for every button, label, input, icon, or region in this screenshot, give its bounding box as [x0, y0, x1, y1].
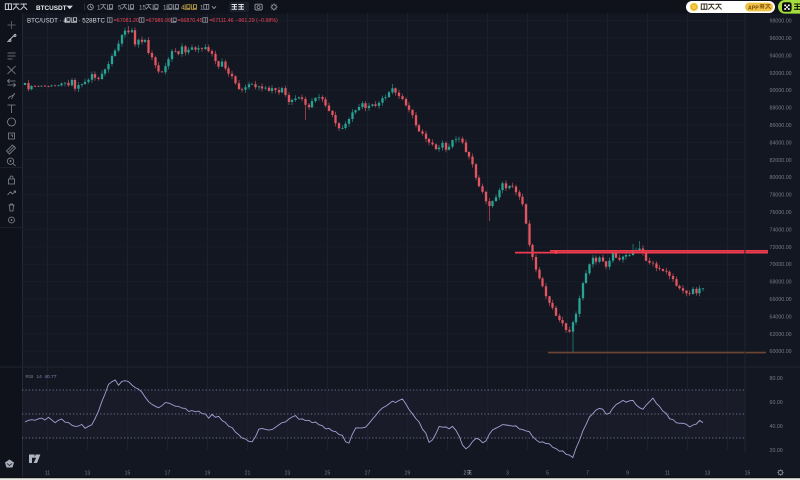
- svg-text:BTC/USDT · 4: BTC/USDT · 4: [27, 17, 67, 24]
- svg-text:23: 23: [285, 470, 291, 476]
- svg-text:RSI: RSI: [26, 374, 34, 380]
- svg-text:APP: APP: [748, 5, 759, 11]
- svg-text:74000.00: 74000.00: [770, 227, 792, 233]
- svg-text:BTCUSDT: BTCUSDT: [36, 5, 67, 12]
- svg-text:29: 29: [405, 470, 411, 476]
- svg-text:11: 11: [665, 470, 670, 476]
- svg-text:25: 25: [325, 470, 331, 476]
- svg-text:40.77: 40.77: [45, 374, 57, 380]
- svg-text:· 528BTC: · 528BTC: [79, 17, 106, 24]
- svg-text:15: 15: [745, 470, 751, 476]
- svg-text:70000.00: 70000.00: [770, 262, 792, 268]
- svg-text:72000.00: 72000.00: [770, 245, 792, 251]
- svg-text:40.00: 40.00: [770, 424, 783, 430]
- svg-text:80000.00: 80000.00: [770, 175, 792, 181]
- svg-text:5: 5: [118, 5, 122, 12]
- svg-text:78000.00: 78000.00: [770, 193, 792, 199]
- svg-text:15: 15: [125, 470, 131, 476]
- svg-text:9: 9: [626, 470, 629, 476]
- svg-text:80.00: 80.00: [770, 376, 783, 382]
- svg-text:27: 27: [365, 470, 371, 476]
- svg-text:=67111.46: =67111.46: [209, 18, 233, 24]
- svg-text:92000.00: 92000.00: [770, 71, 792, 77]
- svg-text:14: 14: [37, 374, 43, 380]
- svg-text:5: 5: [546, 470, 549, 476]
- svg-text:=67985.99: =67985.99: [146, 18, 171, 24]
- svg-text:62000.00: 62000.00: [770, 332, 792, 338]
- svg-text:19: 19: [205, 470, 211, 476]
- svg-text:4: 4: [181, 5, 185, 12]
- svg-text:68000.00: 68000.00: [770, 280, 792, 286]
- svg-text:60.00: 60.00: [770, 400, 783, 406]
- svg-text:7: 7: [586, 470, 589, 476]
- svg-text:21: 21: [245, 470, 251, 476]
- svg-text:96000.00: 96000.00: [770, 36, 792, 42]
- svg-text:94000.00: 94000.00: [770, 53, 792, 59]
- svg-text:1: 1: [163, 5, 167, 12]
- svg-text:66000.00: 66000.00: [770, 297, 792, 303]
- svg-text:86000.00: 86000.00: [770, 123, 792, 129]
- svg-text:−961.29 (−0.98%): −961.29 (−0.98%): [235, 18, 278, 24]
- svg-text:76000.00: 76000.00: [770, 210, 792, 216]
- svg-text:=67081.20: =67081.20: [114, 18, 139, 24]
- svg-text:88000.00: 88000.00: [770, 106, 792, 112]
- svg-text:11: 11: [45, 470, 50, 476]
- svg-text:=66870.45: =66870.45: [177, 18, 202, 24]
- svg-text:1: 1: [200, 5, 204, 12]
- svg-text:13: 13: [85, 470, 91, 476]
- svg-text:17: 17: [165, 470, 171, 476]
- svg-text:60000.00: 60000.00: [770, 349, 792, 355]
- svg-text:1: 1: [97, 5, 101, 12]
- svg-text:82000.00: 82000.00: [770, 158, 792, 164]
- svg-text:64000.00: 64000.00: [770, 314, 792, 320]
- svg-text:13: 13: [705, 470, 711, 476]
- svg-text:98000.00: 98000.00: [770, 19, 792, 25]
- svg-text:2: 2: [464, 470, 467, 476]
- svg-text:90000.00: 90000.00: [770, 88, 792, 94]
- svg-text:20.00: 20.00: [770, 448, 783, 454]
- svg-text:3: 3: [506, 470, 509, 476]
- svg-text:84000.00: 84000.00: [770, 140, 792, 146]
- svg-text:15: 15: [139, 5, 146, 12]
